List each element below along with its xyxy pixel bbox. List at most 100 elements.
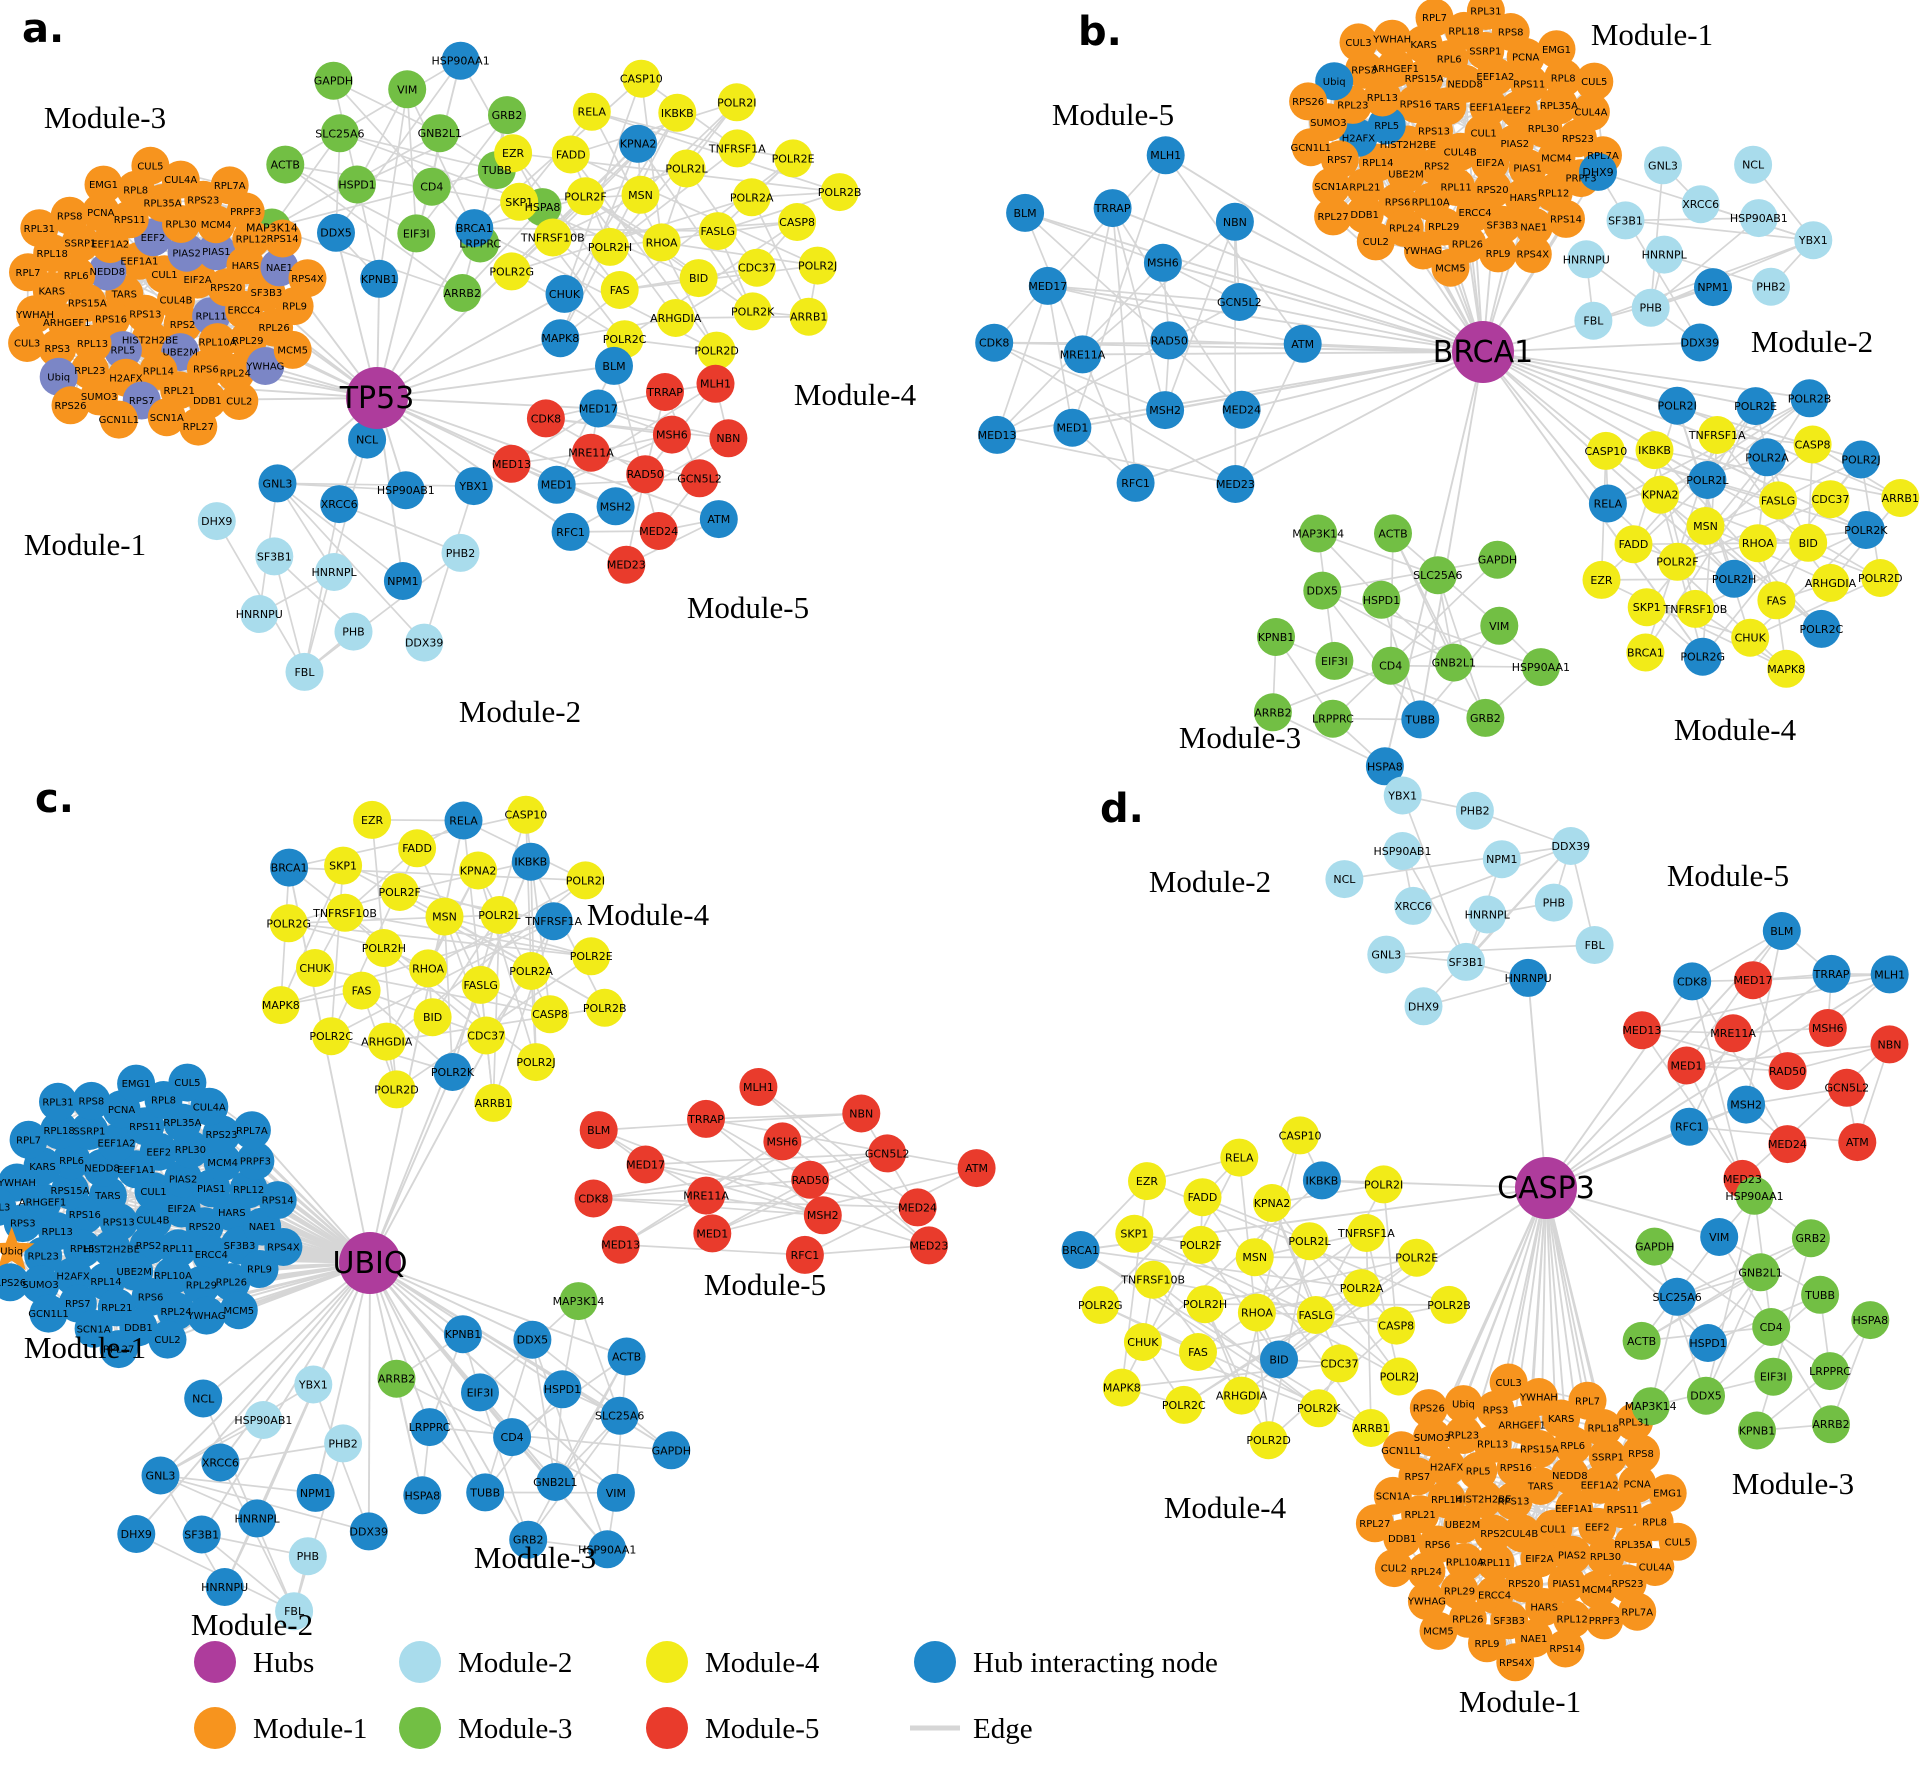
gene-node-polr2f: [380, 873, 419, 911]
gene-label: FADD: [556, 149, 586, 162]
gene-label: HARS: [1530, 1603, 1558, 1614]
edge: [1482, 351, 1609, 505]
gene-node-rpl8: [1544, 58, 1583, 97]
gene-node-casp10: [506, 795, 545, 834]
gene-label: MLH1: [700, 378, 731, 391]
gene-label: EEF2: [1506, 105, 1531, 116]
gene-label: RPS7: [1327, 155, 1353, 166]
panel-letter: d.: [1100, 786, 1144, 832]
gene-node-med23: [1216, 465, 1255, 503]
edge: [1691, 981, 1744, 1180]
gene-label: SSRP1: [64, 239, 96, 250]
gene-label: RPL18: [43, 1126, 74, 1137]
gene-node-rps26: [1289, 82, 1328, 121]
gene-label: POLR2H: [362, 942, 406, 955]
gene-label: SUMO3: [1310, 118, 1347, 129]
gene-node-kpna2: [1641, 475, 1680, 514]
gene-node-fas: [1179, 1333, 1217, 1371]
gene-label: GAPDH: [652, 1444, 691, 1457]
gene-node-rpl7a: [232, 1111, 271, 1150]
gene-node-dhx9: [1404, 987, 1443, 1026]
gene-label: CUL4B: [136, 1216, 169, 1227]
gene-label: FAS: [1766, 594, 1786, 607]
module-label-module-2: Module-2: [1149, 864, 1271, 899]
gene-label: POLR2I: [566, 874, 605, 887]
gene-node-cd4: [1371, 646, 1410, 685]
gene-node-skp1: [500, 182, 539, 221]
gene-label: XRCC6: [321, 498, 358, 511]
gene-label: SCN1A: [77, 1324, 111, 1335]
gene-label: POLR2L: [1288, 1235, 1331, 1248]
edge: [1080, 1249, 1362, 1289]
hub-node-casp3: [1515, 1157, 1577, 1219]
gene-label: CHUK: [299, 962, 331, 975]
gene-label: TARS: [94, 1191, 120, 1202]
gene-label: RPL13: [1367, 93, 1398, 104]
gene-label: CUL4A: [1574, 108, 1607, 119]
gene-node-phb: [1534, 883, 1573, 922]
edge: [1772, 1237, 1812, 1377]
gene-label: NPM1: [387, 575, 418, 588]
gene-label: DDX39: [1681, 336, 1719, 349]
gene-node-rpl7: [1568, 1381, 1607, 1420]
gene-node-polr2b: [1430, 1285, 1468, 1324]
edge: [1164, 221, 1236, 411]
edge: [378, 89, 409, 279]
gene-label: RPL9: [1486, 249, 1511, 260]
gene-label: MED1: [541, 479, 573, 492]
gene-node-cdc37: [1811, 480, 1850, 519]
gene-label: PRPF3: [1565, 174, 1596, 185]
gene-label: ARRB1: [475, 1097, 512, 1110]
gene-label: NAE1: [1520, 1634, 1547, 1645]
edge: [444, 915, 592, 958]
gene-label: RPS15A: [51, 1186, 90, 1197]
gene-label: CASP10: [1584, 445, 1627, 458]
gene-node-med13: [601, 1225, 640, 1264]
gene-node-ssrp1: [70, 1112, 109, 1150]
gene-node-tnfrsf10b: [533, 218, 572, 257]
gene-label: SF3B3: [224, 1241, 256, 1252]
gene-label: RPL7: [16, 268, 41, 279]
edge: [1317, 532, 1439, 577]
gene-label: MAPK8: [1103, 1382, 1141, 1395]
gene-label: GAPDH: [1478, 554, 1517, 567]
edge: [1601, 577, 1735, 581]
gene-node-hsp90aa1: [588, 1530, 627, 1569]
gene-label: POLR2F: [1180, 1239, 1222, 1252]
edge: [781, 1140, 930, 1247]
gene-label: CUL3: [0, 1203, 10, 1214]
gene-label: HSPD1: [544, 1383, 581, 1396]
gene-node-arrb2: [1253, 693, 1292, 732]
gene-node-phb: [1631, 288, 1670, 327]
module-label-module-5: Module-5: [1667, 858, 1789, 893]
gene-node-rela: [572, 92, 611, 131]
gene-label: RPL11: [1440, 183, 1471, 194]
gene-node-tnfrsf10b: [1676, 589, 1715, 628]
module-label-module-2: Module-2: [191, 1607, 313, 1642]
gene-label: PRPF3: [1589, 1616, 1620, 1627]
gene-label: FASLG: [1299, 1309, 1333, 1322]
gene-label: POLR2I: [717, 96, 756, 109]
gene-label: RPS13: [103, 1218, 135, 1229]
gene-node-cul5: [1658, 1522, 1697, 1561]
gene-node-kpna2: [1253, 1184, 1291, 1222]
gene-label: HSPA8: [1852, 1314, 1888, 1327]
gene-node-chuk: [545, 274, 584, 313]
gene-label: RPL30: [165, 220, 196, 231]
gene-label: GCN1L1: [28, 1309, 69, 1320]
gene-node-ywhah: [0, 1163, 36, 1202]
gene-label: DDX5: [1690, 1390, 1721, 1403]
gene-label: CDC37: [467, 1029, 505, 1042]
gene-label: RPL12: [1538, 188, 1569, 199]
gene-label: CUL4B: [159, 296, 192, 307]
gene-node-rps8: [1622, 1434, 1660, 1473]
gene-node-tnfrsf1a: [1347, 1214, 1386, 1252]
gene-node-polr2l: [1290, 1222, 1329, 1261]
gene-label: CUL1: [1470, 128, 1496, 139]
gene-node-cul4a: [161, 160, 200, 199]
gene-label: HNRNPU: [201, 1581, 248, 1594]
gene-label: GNL3: [263, 477, 293, 490]
gene-label: MSH2: [600, 500, 632, 513]
gene-label: RFC1: [556, 526, 585, 539]
gene-label: RPL14: [1431, 1495, 1462, 1506]
